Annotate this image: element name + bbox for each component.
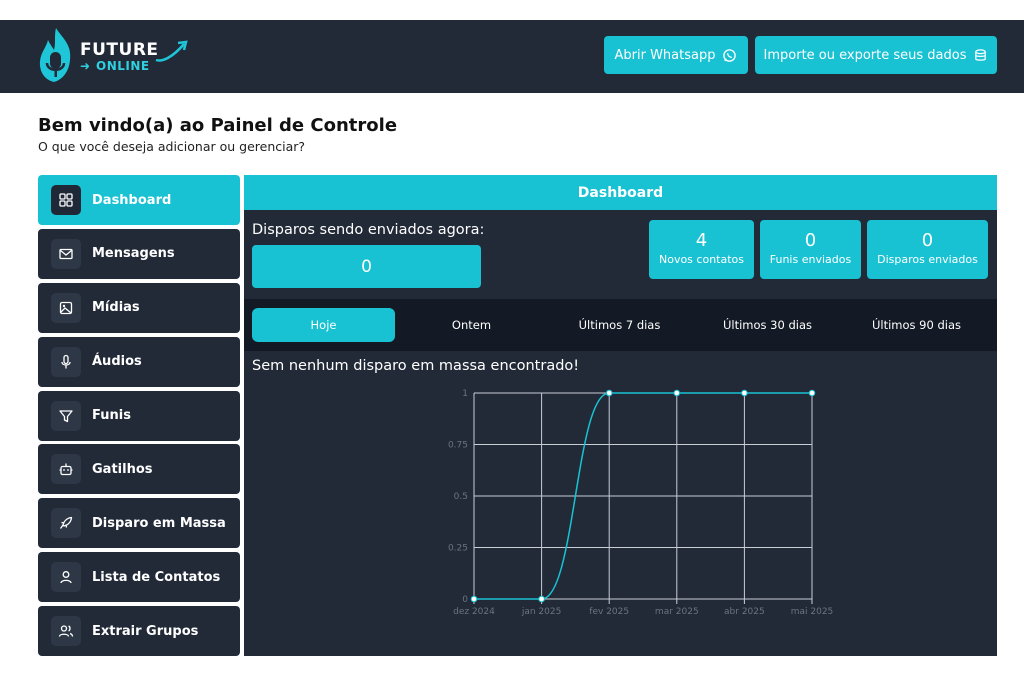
empty-dispatch-message: Sem nenhum disparo em massa encontrado! xyxy=(252,358,580,374)
tab-hoje[interactable]: Hoje xyxy=(252,308,395,342)
dashboard-panel: Dashboard Disparos sendo enviados agora:… xyxy=(244,175,997,656)
flame-microphone-icon xyxy=(39,28,71,82)
sidebar-item-lista-de-contatos[interactable]: Lista de Contatos xyxy=(38,552,240,603)
dashboard-grid-icon xyxy=(51,185,81,215)
sidebar-item-label: Mídias xyxy=(92,300,140,316)
page-title: Bem vindo(a) ao Painel de Controle xyxy=(38,115,398,136)
sidebar-item-funis[interactable]: Funis xyxy=(38,390,240,441)
data-point xyxy=(808,389,816,397)
stat-value: 0 xyxy=(804,230,817,251)
panel-title: Dashboard xyxy=(244,175,997,210)
users-icon xyxy=(51,616,81,647)
x-tick-label: dez 2024 xyxy=(453,607,495,617)
x-tick-label: fev 2025 xyxy=(589,607,629,617)
sidebar-item-label: Áudios xyxy=(92,354,142,370)
swoosh-icon xyxy=(155,40,188,62)
y-tick-label: 0.25 xyxy=(448,544,468,554)
sidebar-item-gatilhos[interactable]: Gatilhos xyxy=(38,444,240,495)
x-tick-label: mai 2025 xyxy=(791,607,834,617)
app-header: FUTURE ➜ ONLINE Abrir Whatsapp Importe o… xyxy=(0,20,1024,93)
dispatch-line-chart: 0 0.25 0.5 0.75 1 dez 2024 jan 2025 fev 2025 mar… xyxy=(448,389,834,617)
image-icon xyxy=(51,292,81,323)
x-tick-label: jan 2025 xyxy=(521,607,562,617)
sidebar-item-disparo-em-massa[interactable]: Disparo em Massa xyxy=(38,498,240,549)
sidebar-item-audios[interactable]: Áudios xyxy=(38,336,240,387)
sending-now-label: Disparos sendo enviados agora: xyxy=(252,222,485,238)
stat-label: Disparos enviados xyxy=(877,253,978,266)
import-export-button[interactable]: Importe ou exporte seus dados xyxy=(755,36,997,74)
sidebar-item-label: Gatilhos xyxy=(92,461,153,477)
tab-last-7-days[interactable]: Últimos 7 dias xyxy=(578,318,661,332)
period-tabs: Hoje Ontem Últimos 7 dias Últimos 30 dia… xyxy=(244,299,997,351)
sidebar-item-dashboard[interactable]: Dashboard xyxy=(38,175,240,225)
sidebar-item-label: Funis xyxy=(92,408,131,424)
database-icon xyxy=(975,48,987,61)
stat-label: Funis enviados xyxy=(769,253,852,266)
data-point xyxy=(470,595,478,603)
y-tick-label: 0.5 xyxy=(454,492,468,502)
y-tick-label: 1 xyxy=(462,389,468,399)
x-tick-label: mar 2025 xyxy=(655,607,699,617)
stat-card-funnels-sent: 0 Funis enviados xyxy=(760,220,861,279)
page-subtitle: O que você deseja adicionar ou gerenciar… xyxy=(38,139,306,154)
sidebar-item-label: Extrair Grupos xyxy=(92,623,199,639)
microphone-icon xyxy=(51,346,81,377)
top-strip xyxy=(0,0,1024,20)
stat-value: 0 xyxy=(921,230,934,251)
mail-icon xyxy=(51,238,81,269)
tab-last-30-days[interactable]: Últimos 30 dias xyxy=(722,318,813,332)
stat-card-new-contacts: 4 Novos contatos xyxy=(649,220,754,279)
stat-label: Novos contatos xyxy=(658,253,744,266)
y-tick-label: 0 xyxy=(462,595,468,605)
data-point xyxy=(741,389,748,397)
open-whatsapp-label: Abrir Whatsapp xyxy=(614,47,716,63)
funnel-icon xyxy=(51,400,81,431)
data-point xyxy=(673,389,681,397)
tab-ontem[interactable]: Ontem xyxy=(451,318,492,332)
arrow-right-icon: ➜ xyxy=(80,59,91,73)
sidebar-item-extrair-grupos[interactable]: Extrair Grupos xyxy=(38,606,240,657)
logo-line-2: ONLINE xyxy=(96,59,150,73)
future-online-logo[interactable]: FUTURE ➜ ONLINE xyxy=(36,26,196,86)
data-point xyxy=(538,595,545,603)
sidebar: Dashboard Mensagens Mídias Áudios Funis … xyxy=(38,175,240,660)
y-tick-label: 0.75 xyxy=(448,441,468,451)
data-point xyxy=(605,389,613,397)
sidebar-item-mensagens[interactable]: Mensagens xyxy=(38,228,240,279)
stat-card-dispatches-sent: 0 Disparos enviados xyxy=(867,220,988,279)
logo-line-1: FUTURE xyxy=(80,40,159,60)
x-tick-label: abr 2025 xyxy=(724,607,765,617)
sidebar-item-label: Disparo em Massa xyxy=(92,515,226,531)
robot-icon xyxy=(51,454,81,485)
user-icon xyxy=(51,562,81,593)
sidebar-item-midias[interactable]: Mídias xyxy=(38,282,240,333)
tab-last-90-days[interactable]: Últimos 90 dias xyxy=(871,318,962,332)
sidebar-item-label: Lista de Contatos xyxy=(92,569,221,585)
sidebar-item-label: Dashboard xyxy=(92,192,172,208)
sending-now-value: 0 xyxy=(252,245,481,288)
rocket-icon xyxy=(51,508,81,539)
sidebar-item-label: Mensagens xyxy=(92,246,175,262)
whatsapp-icon xyxy=(723,48,737,62)
import-export-label: Importe ou exporte seus dados xyxy=(763,47,967,63)
open-whatsapp-button[interactable]: Abrir Whatsapp xyxy=(604,36,748,74)
stat-value: 4 xyxy=(695,230,708,251)
